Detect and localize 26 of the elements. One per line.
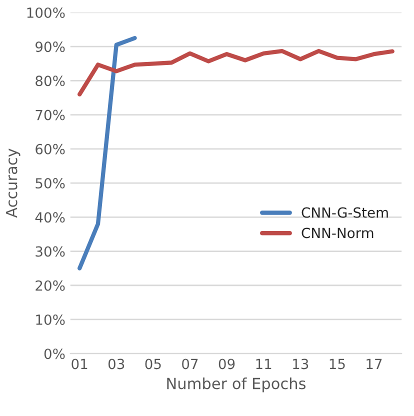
y-tick-label: 70% [36, 110, 65, 120]
x-tick-label: 01 [72, 358, 88, 370]
y-tick-label: 60% [36, 144, 65, 154]
y-tick-label: 30% [36, 246, 65, 257]
y-tick-label: 100% [27, 7, 65, 18]
x-tick-label: 13 [293, 358, 308, 370]
legend-label: CNN-Norm [302, 228, 374, 238]
x-tick-label: 15 [330, 358, 345, 370]
line-series [77, 48, 394, 96]
y-axis-title: Accuracy [6, 148, 20, 218]
y-tick-label: 50% [36, 178, 65, 189]
y-tick-label: 40% [35, 212, 65, 223]
x-tick-label: 03 [108, 358, 124, 370]
x-tick-label: 05 [145, 358, 161, 370]
y-tick-label: 20% [36, 280, 65, 291]
x-tick-label: 09 [218, 358, 235, 370]
x-tick-label: 17 [366, 358, 382, 370]
x-axis-title: Number of Epochs [167, 377, 306, 392]
legend-label: CNN-G-Stem [302, 207, 388, 218]
y-tick-label: 90% [36, 42, 65, 52]
y-tick-label: 0% [44, 348, 65, 360]
y-tick-label: 80% [36, 76, 65, 86]
x-tick-label: 11 [256, 358, 272, 370]
x-tick-label: 07 [182, 358, 198, 370]
line-series [77, 36, 137, 270]
y-tick-label: 10% [36, 314, 65, 325]
